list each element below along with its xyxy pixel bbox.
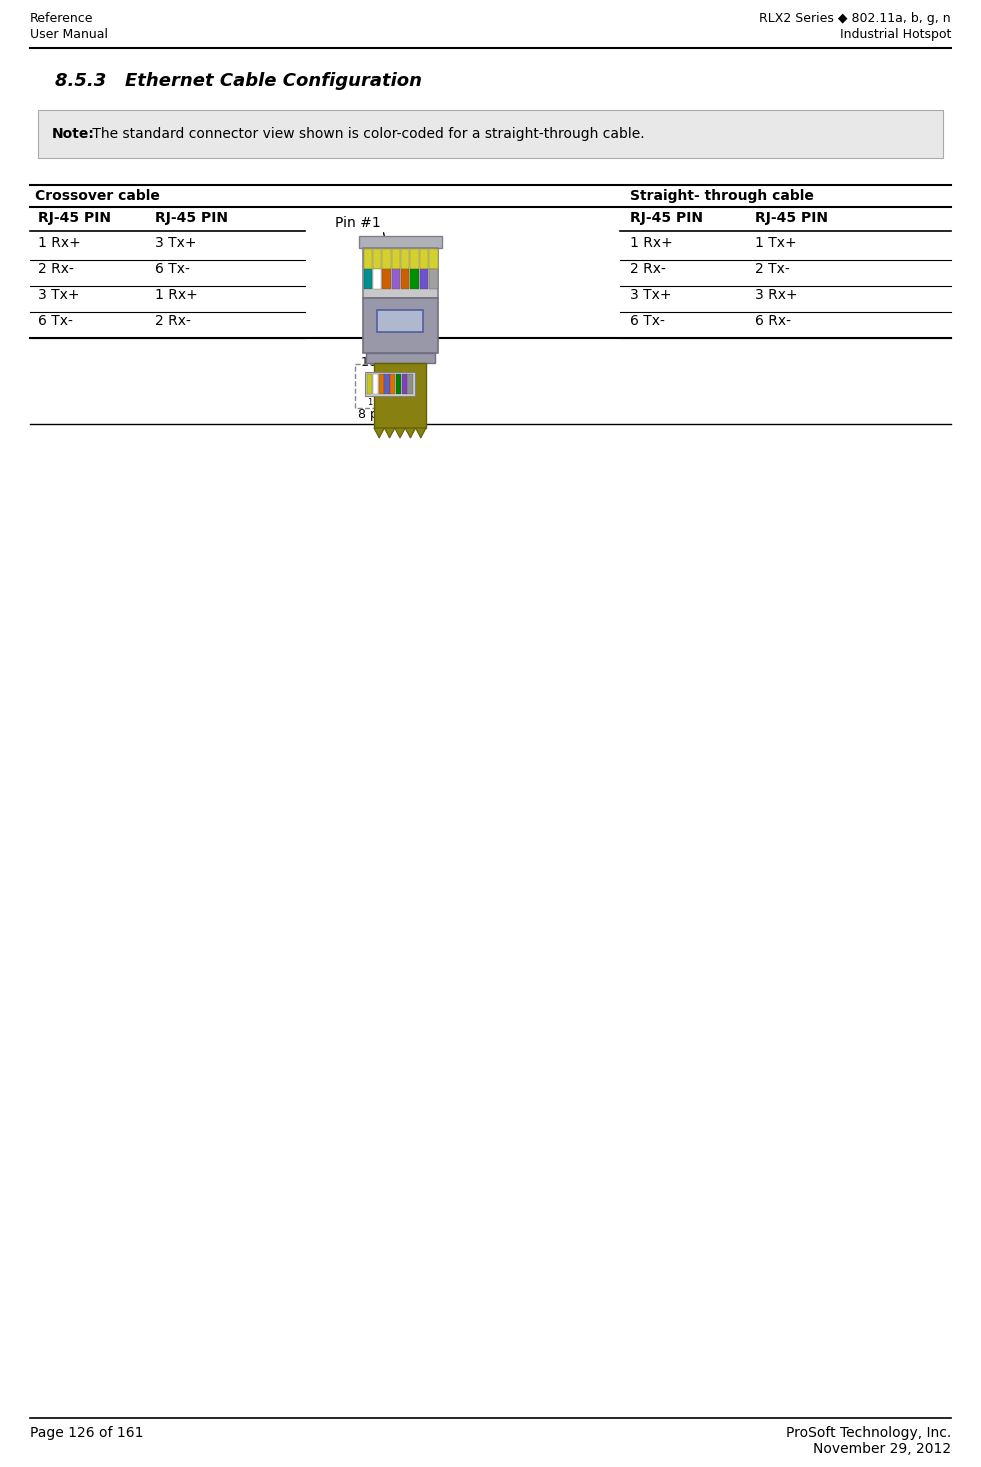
Bar — [410, 268, 419, 289]
Text: 1: 1 — [367, 398, 373, 406]
Bar — [395, 374, 401, 395]
Text: Crossover cable: Crossover cable — [35, 189, 160, 202]
Bar — [401, 374, 407, 395]
Bar — [364, 249, 372, 268]
Bar — [401, 249, 409, 268]
Text: 5: 5 — [390, 398, 395, 406]
Polygon shape — [416, 428, 426, 439]
Text: 6: 6 — [396, 398, 401, 406]
Bar — [407, 374, 412, 395]
Bar — [373, 268, 382, 289]
Text: Note:: Note: — [52, 128, 95, 141]
Text: 3 Tx+: 3 Tx+ — [155, 236, 196, 249]
Text: 1 Rx+: 1 Rx+ — [155, 288, 198, 302]
Bar — [383, 249, 390, 268]
Bar — [379, 374, 384, 395]
Polygon shape — [405, 428, 416, 439]
Text: User Manual: User Manual — [30, 28, 108, 41]
Bar — [373, 249, 382, 268]
Bar — [390, 374, 395, 395]
Polygon shape — [385, 428, 394, 439]
Bar — [385, 374, 389, 395]
Bar — [373, 374, 378, 395]
Text: November 29, 2012: November 29, 2012 — [813, 1442, 951, 1457]
Text: 2: 2 — [373, 398, 379, 406]
Text: ProSoft Technology, Inc.: ProSoft Technology, Inc. — [786, 1426, 951, 1441]
Text: 1 Tx+: 1 Tx+ — [755, 236, 797, 249]
Text: RJ-45 PIN: RJ-45 PIN — [755, 211, 828, 224]
Text: Pin #1: Pin #1 — [335, 216, 381, 230]
Text: 7: 7 — [401, 398, 407, 406]
Text: Reference: Reference — [30, 12, 93, 25]
Text: 3: 3 — [379, 398, 385, 406]
Bar — [38, 110, 943, 158]
Text: 1 Rx+: 1 Rx+ — [630, 236, 673, 249]
Bar — [420, 249, 428, 268]
Text: 3 Tx+: 3 Tx+ — [630, 288, 672, 302]
Text: 2 Rx-: 2 Rx- — [38, 263, 74, 276]
Text: RJ-45 PIN: RJ-45 PIN — [630, 211, 703, 224]
Text: 1 Rx+: 1 Rx+ — [38, 236, 80, 249]
Text: 2 Rx-: 2 Rx- — [630, 263, 666, 276]
Text: 2 Tx-: 2 Tx- — [755, 263, 790, 276]
Bar — [363, 298, 438, 354]
Bar — [367, 374, 372, 395]
Text: 3 Rx+: 3 Rx+ — [755, 288, 798, 302]
Bar — [383, 268, 390, 289]
Text: RJ-45 PIN: RJ-45 PIN — [155, 211, 228, 224]
Text: 8: 8 — [407, 398, 413, 406]
Polygon shape — [374, 428, 385, 439]
Polygon shape — [394, 428, 405, 439]
Text: 2 Rx-: 2 Rx- — [155, 314, 191, 329]
Bar — [374, 362, 426, 428]
Text: 6 Tx-: 6 Tx- — [38, 314, 73, 329]
Text: RLX2 Series ◆ 802.11a, b, g, n: RLX2 Series ◆ 802.11a, b, g, n — [759, 12, 951, 25]
Bar — [429, 249, 438, 268]
Bar — [366, 354, 435, 362]
Text: Straight- through cable: Straight- through cable — [630, 189, 814, 202]
Bar — [429, 268, 438, 289]
Text: RJ-45 PIN: RJ-45 PIN — [38, 211, 111, 224]
Bar — [377, 310, 423, 332]
Text: 3 Tx+: 3 Tx+ — [38, 288, 79, 302]
Text: Page 126 of 161: Page 126 of 161 — [30, 1426, 143, 1441]
Bar — [359, 236, 442, 248]
Text: 6 Tx-: 6 Tx- — [155, 263, 190, 276]
Bar — [363, 248, 438, 298]
Bar — [391, 249, 400, 268]
Bar — [391, 268, 400, 289]
Bar — [420, 268, 428, 289]
Text: 8.5.3   Ethernet Cable Configuration: 8.5.3 Ethernet Cable Configuration — [55, 72, 422, 89]
Text: The standard connector view shown is color-coded for a straight-through cable.: The standard connector view shown is col… — [88, 128, 645, 141]
Bar — [364, 268, 372, 289]
Text: 6 Rx-: 6 Rx- — [755, 314, 791, 329]
Bar — [401, 268, 409, 289]
Text: 8 pin RJ45: 8 pin RJ45 — [358, 408, 422, 421]
Text: Industrial Hotspot: Industrial Hotspot — [840, 28, 951, 41]
Bar — [365, 373, 415, 396]
Text: 4: 4 — [385, 398, 389, 406]
Text: 6 Tx-: 6 Tx- — [630, 314, 665, 329]
Text: 10 BaseT: 10 BaseT — [361, 356, 419, 370]
Bar — [410, 249, 419, 268]
Bar — [355, 364, 425, 408]
